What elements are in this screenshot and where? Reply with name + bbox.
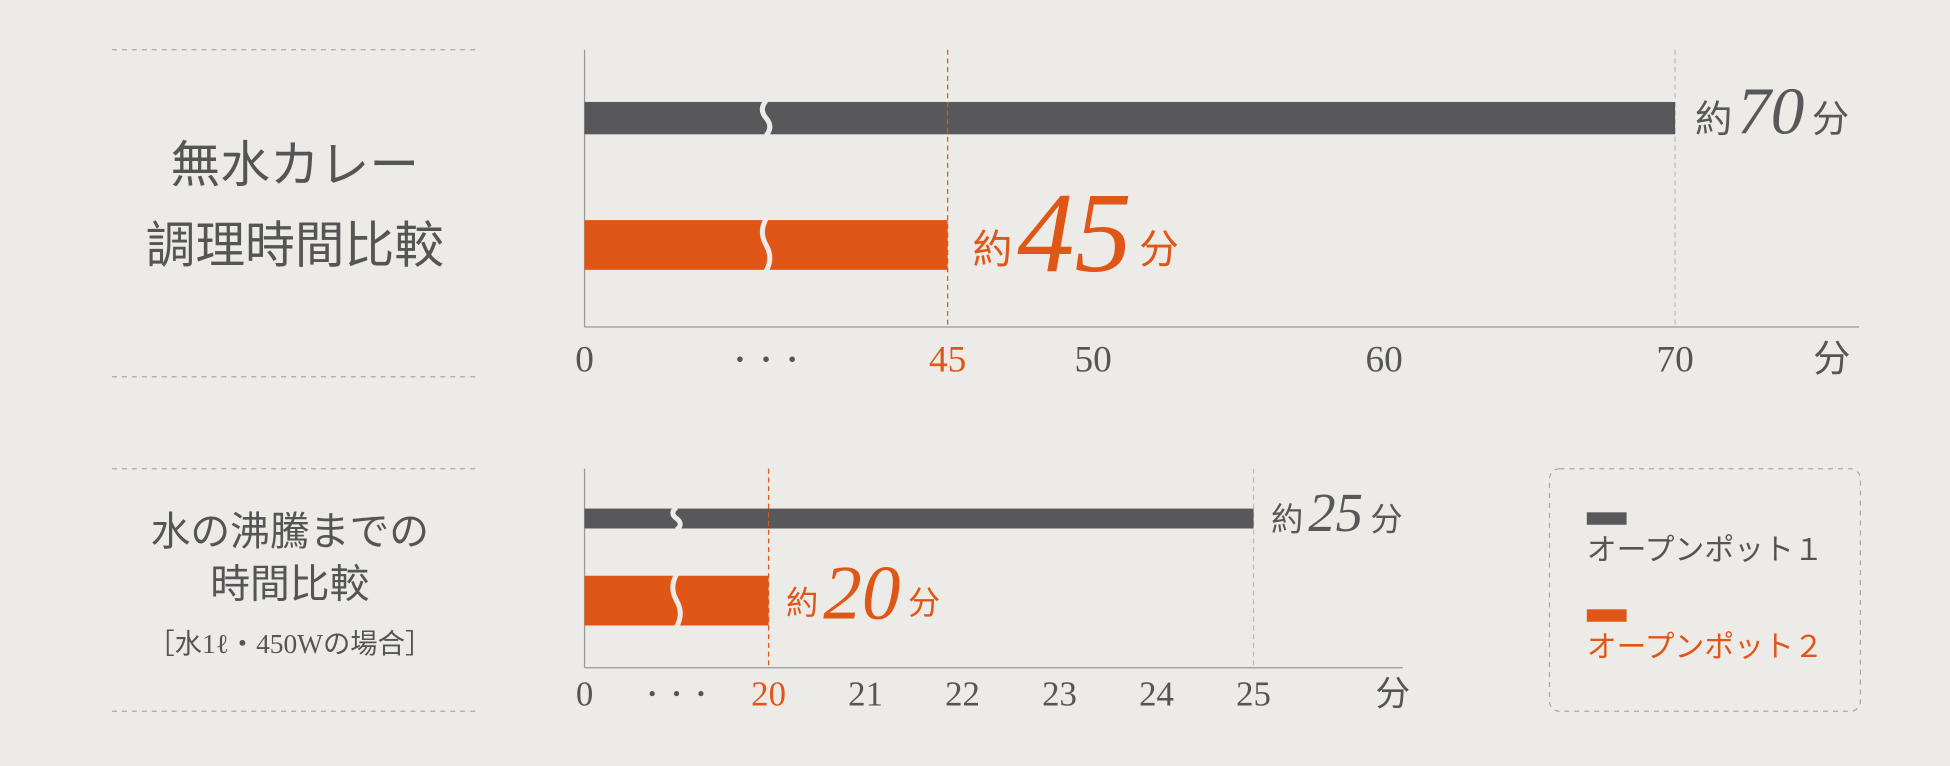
x-tick-label: 50 <box>1074 340 1111 381</box>
value-prefix: 約 <box>1695 99 1732 141</box>
value-label: 70 <box>1737 74 1804 149</box>
x-tick-label: 21 <box>848 675 883 714</box>
x-tick-label: 25 <box>1236 675 1271 714</box>
bar <box>584 508 1254 529</box>
chart-title: 調理時間比較 <box>146 219 444 274</box>
chart-title: 無水カレー <box>170 138 419 193</box>
x-tick-label: 0 <box>576 675 593 714</box>
axis-break-label: ・・・ <box>640 682 713 709</box>
x-tick-label: 23 <box>1042 675 1077 714</box>
value-label: 25 <box>1308 482 1363 543</box>
value-suffix: 分 <box>1370 501 1402 537</box>
axis-break-label: ・・・ <box>727 346 805 375</box>
chart-subtitle: ［水1ℓ・450Wの場合］ <box>147 629 432 659</box>
bar-break <box>670 505 683 532</box>
x-axis-label: 分 <box>1375 675 1410 714</box>
legend-swatch <box>1586 609 1627 622</box>
x-tick-label: 70 <box>1656 340 1693 381</box>
chart-title: 時間比較 <box>210 562 369 606</box>
value-prefix: 約 <box>973 228 1013 272</box>
x-axis-label: 分 <box>1813 340 1850 381</box>
value-suffix: 分 <box>908 585 940 621</box>
value-suffix: 分 <box>1139 228 1179 272</box>
x-tick-label: 45 <box>929 340 966 381</box>
value-label: 20 <box>823 549 900 635</box>
x-tick-label: 20 <box>751 675 786 714</box>
bar-break <box>759 217 773 273</box>
x-tick-label: 0 <box>575 340 594 381</box>
value-suffix: 分 <box>1812 100 1849 141</box>
value-prefix: 約 <box>786 585 818 621</box>
bar <box>584 101 1676 135</box>
legend-label: オープンポット１ <box>1587 534 1824 567</box>
legend-swatch <box>1586 512 1627 525</box>
bar-break <box>759 99 773 138</box>
value-prefix: 約 <box>1271 501 1303 537</box>
x-tick-label: 24 <box>1139 675 1174 714</box>
bar-break <box>670 573 683 628</box>
x-tick-label: 60 <box>1365 340 1402 381</box>
value-label: 45 <box>1017 169 1131 296</box>
chart-title: 水の沸騰までの <box>151 510 429 554</box>
legend-label: オープンポット２ <box>1587 631 1824 664</box>
legend-box <box>1548 468 1861 712</box>
x-tick-label: 22 <box>945 675 980 714</box>
